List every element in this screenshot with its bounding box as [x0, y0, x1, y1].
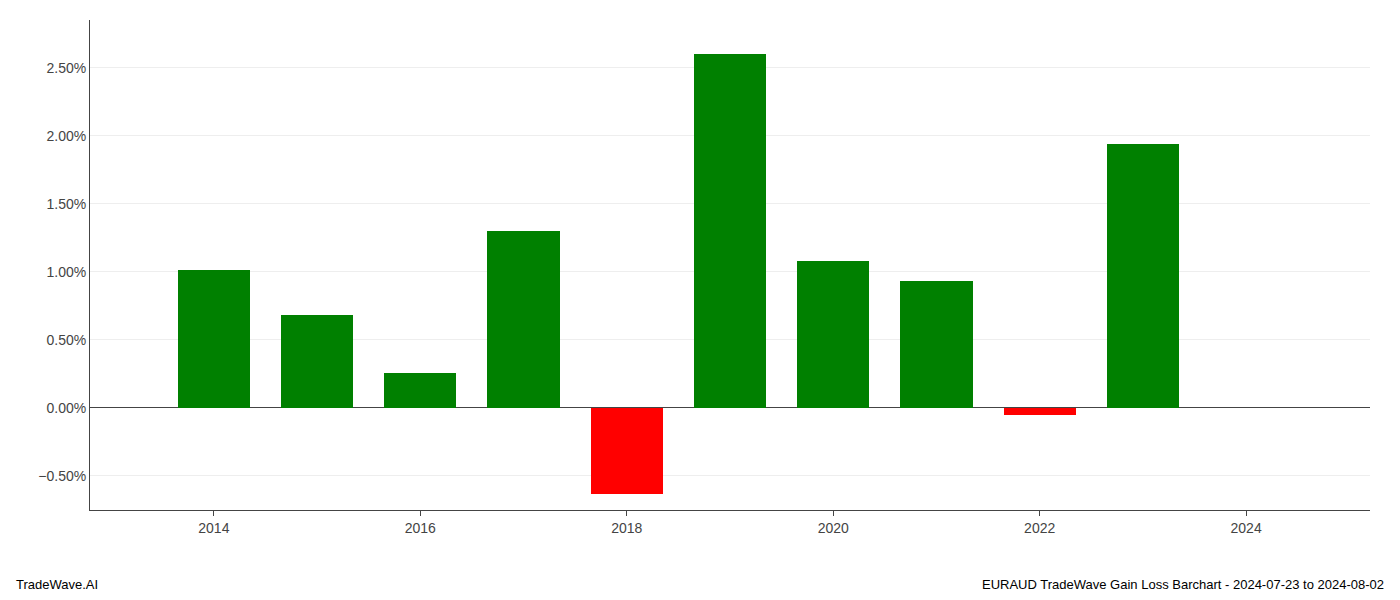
svg-text:1.50%: 1.50% [46, 196, 86, 212]
svg-text:2018: 2018 [611, 520, 642, 536]
svg-text:TradeWave.AI: TradeWave.AI [16, 577, 98, 592]
svg-text:0.50%: 0.50% [46, 332, 86, 348]
svg-text:2020: 2020 [818, 520, 849, 536]
svg-text:2022: 2022 [1024, 520, 1055, 536]
svg-text:2.50%: 2.50% [46, 60, 86, 76]
svg-text:2024: 2024 [1231, 520, 1262, 536]
svg-text:0.00%: 0.00% [46, 400, 86, 416]
svg-text:1.00%: 1.00% [46, 264, 86, 280]
svg-text:−0.50%: −0.50% [38, 468, 86, 484]
svg-text:EURAUD TradeWave Gain Loss Bar: EURAUD TradeWave Gain Loss Barchart - 20… [982, 577, 1384, 592]
svg-text:2.00%: 2.00% [46, 128, 86, 144]
svg-text:2014: 2014 [198, 520, 229, 536]
svg-text:2016: 2016 [405, 520, 436, 536]
